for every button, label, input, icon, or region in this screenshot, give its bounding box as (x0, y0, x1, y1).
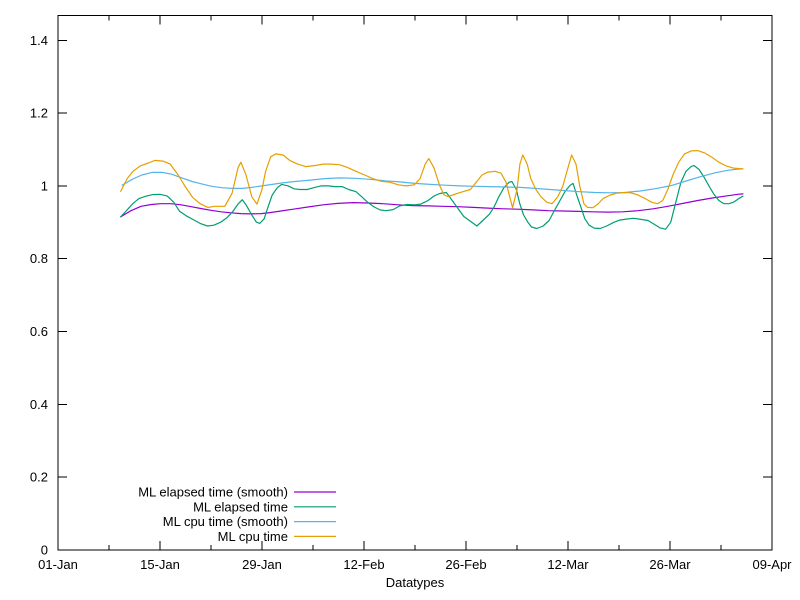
y-tick-label: 0.6 (30, 324, 48, 339)
x-tick-label: 09-Apr (752, 557, 792, 572)
x-axis-title: Datatypes (386, 575, 445, 590)
y-tick-label: 0.2 (30, 470, 48, 485)
series-line-ml-cpu-time (120, 150, 744, 209)
x-tick-label: 15-Jan (140, 557, 180, 572)
x-tick-label: 12-Feb (343, 557, 384, 572)
y-tick-label: 1.2 (30, 106, 48, 121)
x-tick-label: 12-Mar (547, 557, 589, 572)
y-tick-label: 1.4 (30, 33, 48, 48)
x-tick-label: 29-Jan (242, 557, 282, 572)
series-line-ml-elapsed-time-smooth (120, 193, 744, 218)
y-tick-label: 0.8 (30, 251, 48, 266)
series-line-ml-cpu-time-smooth (121, 168, 744, 194)
legend-label-ml-elapsed-time: ML elapsed time (193, 499, 288, 514)
x-tick-label: 26-Feb (445, 557, 486, 572)
legend-label-ml-cpu-time-smooth: ML cpu time (smooth) (163, 514, 288, 529)
series-line-ml-elapsed-time (120, 164, 744, 230)
plot-border (57, 15, 773, 551)
y-tick-label: 0.4 (30, 397, 48, 412)
x-tick-label: 01-Jan (38, 557, 78, 572)
y-tick-label: 1 (41, 178, 48, 193)
x-tick-label: 26-Mar (649, 557, 691, 572)
y-tick-label: 0 (41, 543, 48, 558)
legend-label-ml-elapsed-time-smooth: ML elapsed time (smooth) (138, 485, 288, 500)
legend-label-ml-cpu-time: ML cpu time (218, 529, 288, 544)
